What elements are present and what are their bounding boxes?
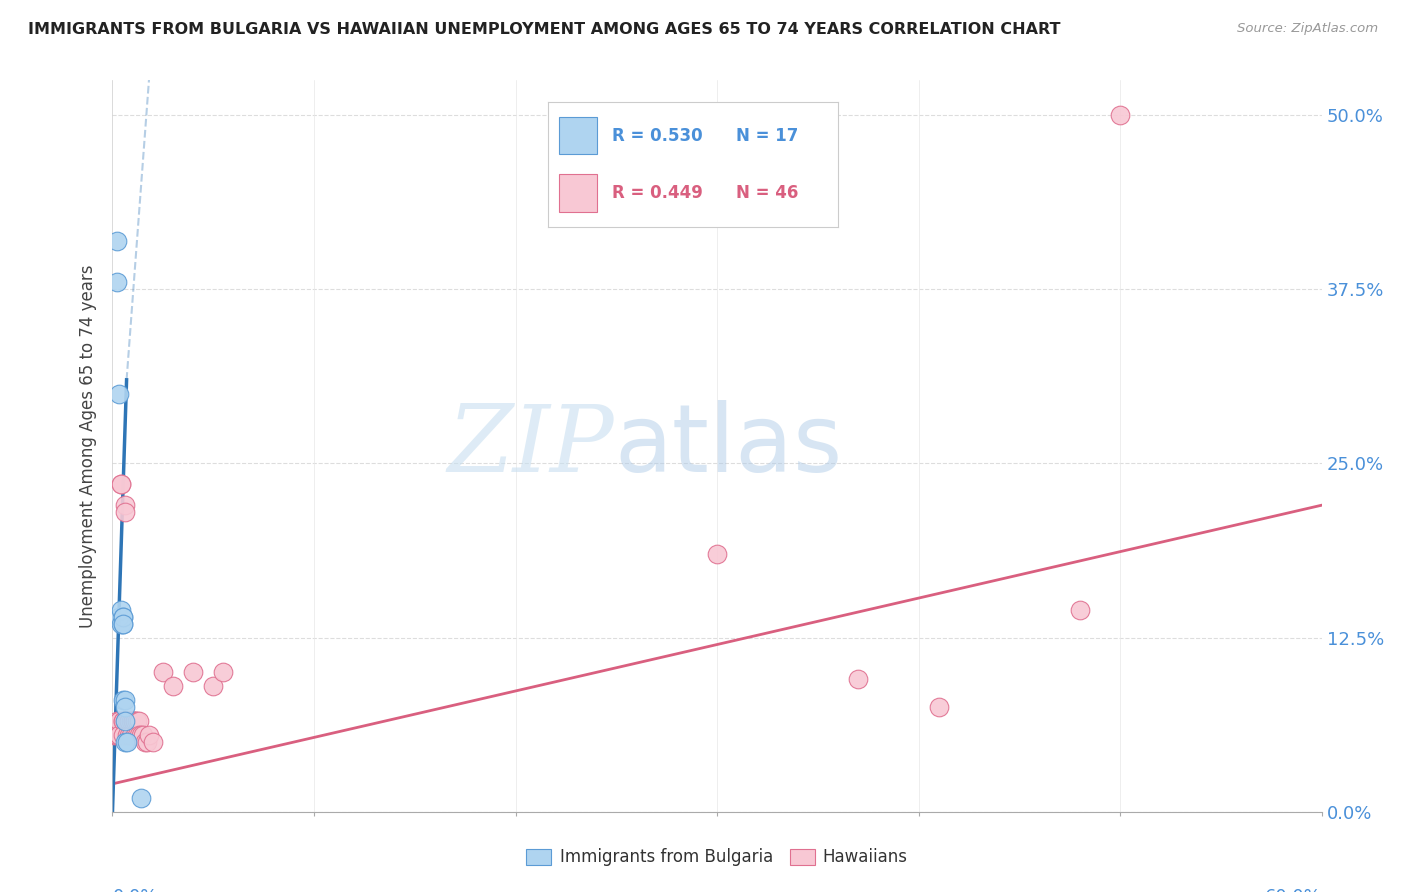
Point bbox=[125, 728, 148, 742]
Point bbox=[121, 714, 143, 728]
Point bbox=[181, 665, 204, 680]
Point bbox=[103, 721, 125, 735]
Point bbox=[114, 700, 136, 714]
Point bbox=[124, 728, 146, 742]
Point bbox=[107, 609, 129, 624]
Point bbox=[115, 714, 138, 728]
Point bbox=[110, 603, 132, 617]
Point bbox=[128, 728, 150, 742]
Point bbox=[134, 735, 156, 749]
Point bbox=[110, 616, 132, 631]
Text: IMMIGRANTS FROM BULGARIA VS HAWAIIAN UNEMPLOYMENT AMONG AGES 65 TO 74 YEARS CORR: IMMIGRANTS FROM BULGARIA VS HAWAIIAN UNE… bbox=[28, 22, 1060, 37]
Point bbox=[110, 477, 132, 491]
Point bbox=[120, 714, 142, 728]
Text: Source: ZipAtlas.com: Source: ZipAtlas.com bbox=[1237, 22, 1378, 36]
Point bbox=[117, 714, 139, 728]
Point bbox=[105, 275, 128, 289]
Point bbox=[117, 714, 139, 728]
Point bbox=[111, 693, 134, 707]
Point bbox=[105, 234, 128, 248]
Point bbox=[110, 477, 132, 491]
Text: 60.0%: 60.0% bbox=[1265, 888, 1322, 892]
Point bbox=[114, 505, 136, 519]
Point bbox=[152, 665, 174, 680]
Point bbox=[107, 728, 129, 742]
Point bbox=[111, 616, 134, 631]
Point bbox=[202, 679, 225, 693]
Point bbox=[135, 735, 157, 749]
Point bbox=[114, 714, 136, 728]
Point bbox=[114, 693, 136, 707]
Point bbox=[142, 735, 165, 749]
Point bbox=[124, 714, 146, 728]
Point bbox=[212, 665, 235, 680]
Point bbox=[107, 714, 129, 728]
Point bbox=[114, 735, 136, 749]
Point bbox=[111, 714, 134, 728]
Point bbox=[120, 728, 142, 742]
Point bbox=[1069, 603, 1091, 617]
Point bbox=[117, 728, 139, 742]
Point bbox=[706, 547, 728, 561]
Point bbox=[125, 714, 148, 728]
Text: atlas: atlas bbox=[614, 400, 842, 492]
Point bbox=[114, 714, 136, 728]
Point bbox=[111, 616, 134, 631]
Point bbox=[132, 728, 155, 742]
Point bbox=[111, 609, 134, 624]
Point bbox=[129, 790, 152, 805]
Point bbox=[103, 728, 125, 742]
Point bbox=[138, 728, 160, 742]
Point bbox=[115, 735, 138, 749]
Point bbox=[111, 609, 134, 624]
Point bbox=[111, 728, 134, 742]
Point bbox=[124, 714, 146, 728]
Point bbox=[114, 498, 136, 512]
Point bbox=[128, 714, 150, 728]
Point bbox=[115, 728, 138, 742]
Point bbox=[162, 679, 184, 693]
Y-axis label: Unemployment Among Ages 65 to 74 years: Unemployment Among Ages 65 to 74 years bbox=[79, 264, 97, 628]
Text: ZIP: ZIP bbox=[447, 401, 614, 491]
Legend: Immigrants from Bulgaria, Hawaiians: Immigrants from Bulgaria, Hawaiians bbox=[520, 841, 914, 873]
Point bbox=[105, 714, 128, 728]
Point bbox=[1109, 108, 1132, 122]
Point bbox=[105, 728, 128, 742]
Point bbox=[928, 700, 950, 714]
Text: 0.0%: 0.0% bbox=[112, 888, 157, 892]
Point bbox=[846, 673, 869, 687]
Point bbox=[107, 386, 129, 401]
Point bbox=[121, 714, 143, 728]
Point bbox=[129, 728, 152, 742]
Point bbox=[111, 714, 134, 728]
